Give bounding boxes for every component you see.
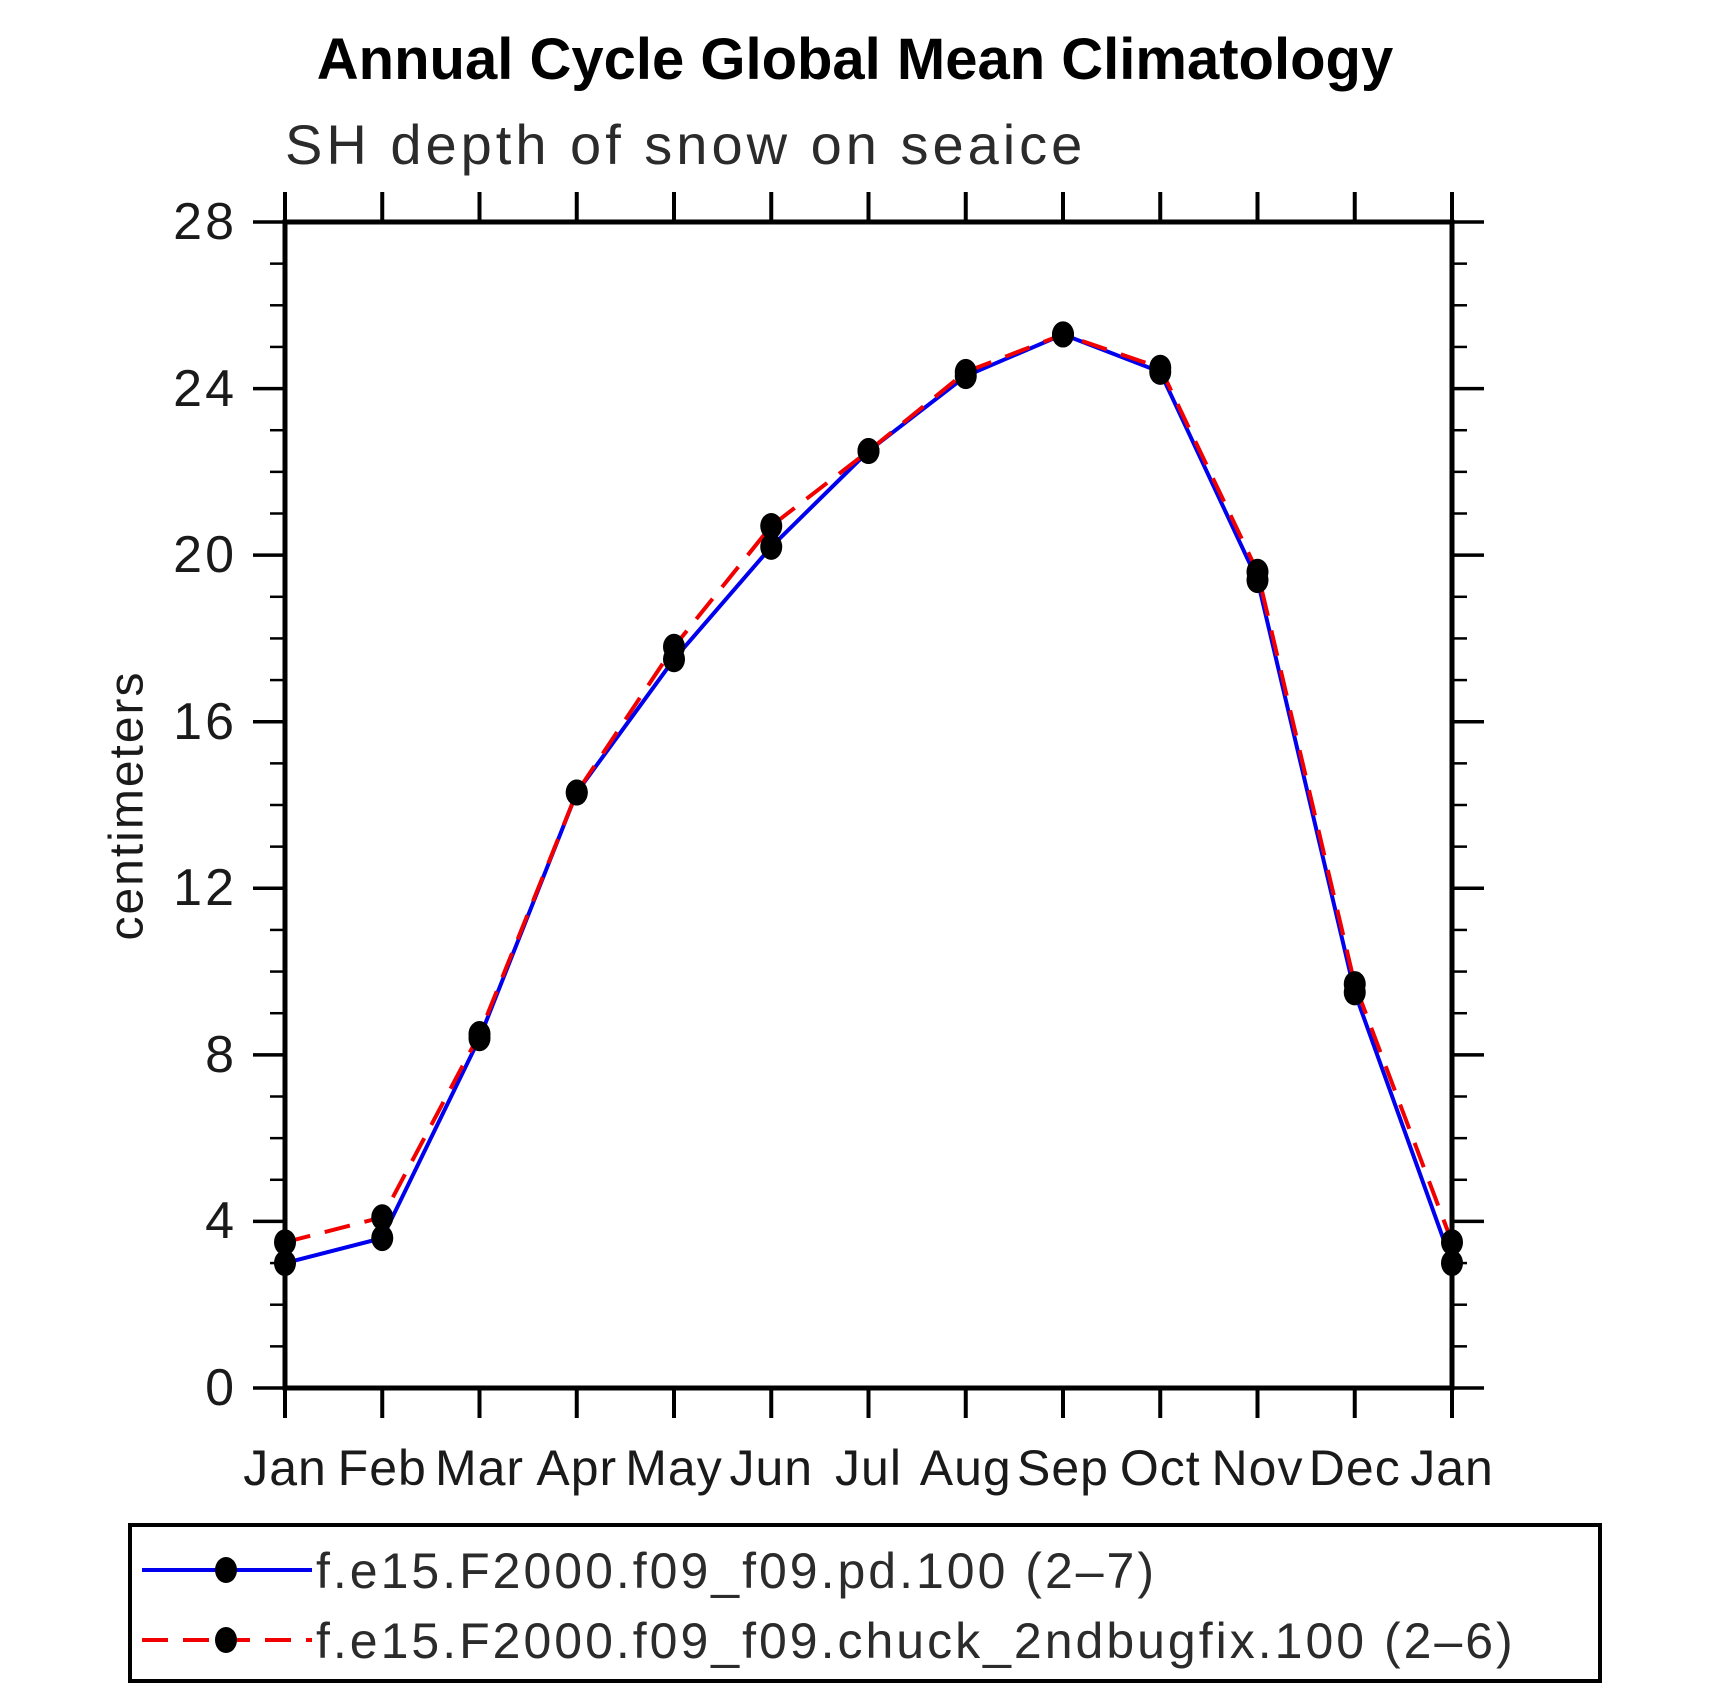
legend-marker-dot [215,1557,237,1583]
data-point-marker-s1 [371,1204,394,1231]
data-point-marker-s1 [1441,1229,1463,1256]
data-point-marker-s1 [663,633,685,660]
data-point-marker-s1 [565,779,588,806]
series-line-1 [284,332,1454,1245]
y-tick-label: 28 [173,193,237,251]
data-point-marker-s1 [1343,971,1366,998]
chart-subtitle: SH depth of snow on seaice [285,113,1087,176]
x-tick-label: Jul [835,1440,902,1496]
x-tick-label: Oct [1119,1440,1201,1496]
data-point-marker-s1 [468,1021,491,1048]
legend-box: f.e15.F2000.f09_f09.pd.100 (2–7) f.e15.F… [128,1523,1602,1683]
x-tick-label: Feb [337,1440,427,1496]
x-tick-label: Nov [1211,1440,1304,1496]
y-tick-label: 12 [173,859,237,918]
x-tick-label: Jun [729,1440,814,1496]
data-point-marker-s1 [857,438,880,465]
data-point-marker-s1 [1149,354,1172,381]
y-tick-label: 4 [205,1192,237,1251]
x-tick-label: Sep [1017,1440,1109,1496]
legend-entry-pd100: f.e15.F2000.f09_f09.pd.100 (2–7) [132,1540,1598,1600]
data-point-marker-s1 [760,512,783,539]
data-point-marker-s1 [954,358,977,385]
y-tick-label: 20 [173,526,237,585]
data-point-marker-s0 [1441,1250,1463,1277]
legend-marker-dot [215,1627,237,1653]
chart-title: Annual Cycle Global Mean Climatology [316,27,1394,92]
data-point-marker-s0 [760,533,783,560]
x-tick-label: Mar [434,1440,525,1496]
x-tick-label: Jan [243,1440,327,1496]
x-tick-label: Jan [1410,1440,1494,1496]
legend-label: f.e15.F2000.f09_f09.chuck_2ndbugfix.100 … [316,1613,1516,1669]
x-tick-label: Apr [536,1440,618,1496]
y-tick-label: 0 [205,1359,237,1417]
data-point-marker-s1 [1246,558,1269,585]
data-point-marker-s0 [274,1250,296,1277]
y-tick-label: 24 [173,359,237,418]
plot-box [282,219,1455,1391]
x-tick-label: Aug [919,1440,1012,1496]
legend-entry-chuck-2ndbugfix: f.e15.F2000.f09_f09.chuck_2ndbugfix.100 … [132,1610,1598,1670]
series-line-0 [284,332,1454,1266]
y-tick-label: 16 [173,692,237,751]
legend-label: f.e15.F2000.f09_f09.pd.100 (2–7) [316,1543,1158,1599]
data-point-marker-s0 [371,1225,394,1252]
data-point-marker-s1 [1052,321,1074,348]
y-tick-label: 8 [205,1025,237,1084]
x-tick-label: Dec [1308,1440,1401,1496]
x-tick-label: May [625,1440,723,1496]
data-point-marker-s1 [274,1229,296,1256]
